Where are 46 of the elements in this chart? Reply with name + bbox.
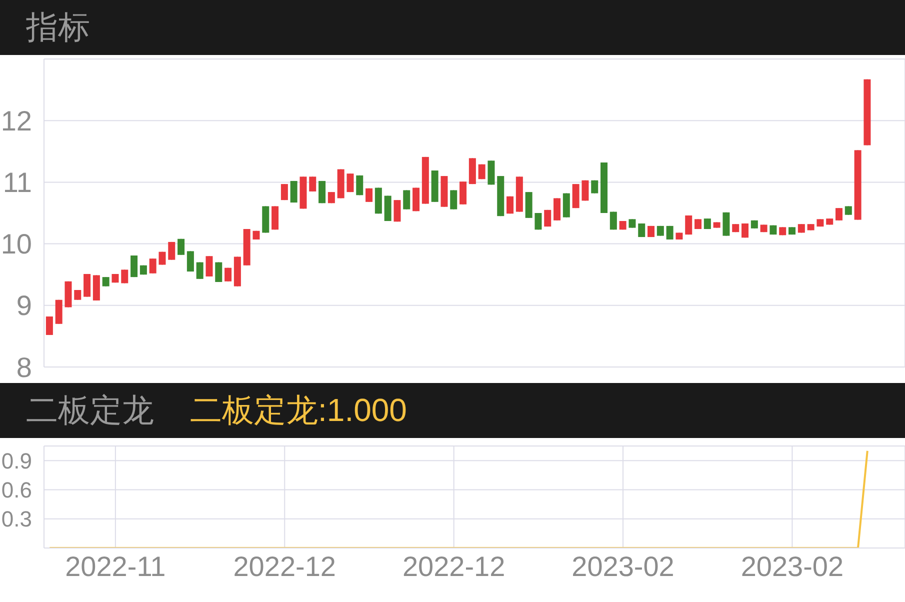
x-tick-label: 2022-12: [233, 550, 336, 582]
candlestick: [366, 188, 373, 202]
candlestick: [666, 225, 674, 240]
candlestick: [272, 206, 279, 230]
candlestick: [215, 262, 222, 282]
candlestick: [178, 238, 185, 256]
y-tick-label: 11: [2, 167, 32, 198]
y-tick-label: 8: [16, 352, 32, 383]
candlestick: [460, 181, 467, 205]
candlestick: [168, 241, 176, 260]
candlestick: [130, 255, 138, 278]
candlestick: [394, 200, 401, 222]
candlestick: [403, 190, 410, 210]
candlestick: [224, 267, 232, 282]
chart-title: 二板定龙: [26, 390, 154, 430]
candlestick: [722, 212, 730, 236]
y-tick-label: 0.6: [1, 477, 32, 502]
candlestick: [534, 212, 542, 230]
x-tick-label: 2023-02: [572, 550, 674, 582]
candlestick: [346, 173, 354, 193]
chart-title: 指标: [26, 8, 90, 46]
y-tick-label: 9: [16, 290, 32, 322]
y-tick-label: 12: [0, 105, 32, 136]
candlestick: [186, 250, 194, 272]
candlestick: [102, 276, 110, 287]
candlestick: [149, 258, 156, 274]
y-tick-label: 0.3: [1, 506, 32, 532]
candlestick: [309, 176, 316, 192]
candlestick: [450, 190, 458, 210]
candlestick: [46, 316, 53, 336]
x-tick-label: 2022-11: [65, 550, 166, 582]
x-tick-label: 2023-02: [740, 550, 844, 582]
candlestick: [554, 198, 561, 221]
candlestick: [206, 256, 213, 277]
candlestick: [196, 262, 204, 280]
text: 二板定龙:1.000: [190, 390, 407, 430]
candlestick: [591, 180, 598, 194]
candlestick: [412, 187, 420, 212]
candlestick: [836, 208, 843, 221]
candlestick: [84, 273, 91, 298]
y-tick-label: 10: [0, 228, 32, 260]
candlestick: [74, 290, 82, 300]
y-tick-label: 0.9: [1, 448, 32, 474]
x-tick-label: 2022-12: [402, 550, 506, 582]
candlestick: [280, 184, 288, 201]
candlestick: [121, 269, 128, 284]
